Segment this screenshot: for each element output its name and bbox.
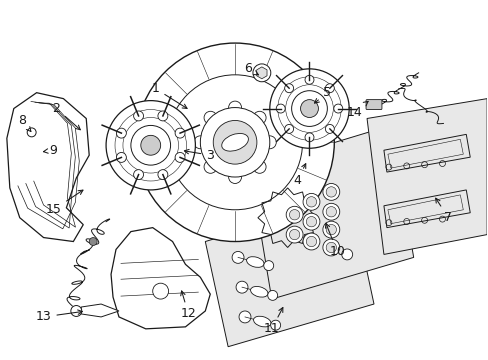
Polygon shape — [111, 228, 210, 329]
Circle shape — [116, 128, 126, 138]
Circle shape — [289, 210, 299, 220]
Circle shape — [305, 237, 316, 247]
Text: 10: 10 — [325, 223, 345, 258]
Circle shape — [158, 170, 167, 180]
Ellipse shape — [246, 257, 264, 267]
Text: 3: 3 — [184, 149, 214, 162]
Circle shape — [228, 171, 241, 184]
Circle shape — [303, 213, 319, 230]
Circle shape — [305, 197, 316, 207]
Circle shape — [263, 261, 273, 271]
Circle shape — [203, 161, 217, 173]
Circle shape — [136, 43, 334, 242]
Polygon shape — [7, 93, 89, 242]
Circle shape — [285, 206, 303, 223]
Text: 5: 5 — [314, 86, 331, 103]
Text: 1: 1 — [151, 82, 187, 108]
Circle shape — [194, 136, 206, 149]
Circle shape — [203, 111, 217, 124]
Text: 4: 4 — [293, 164, 305, 186]
Circle shape — [175, 128, 184, 138]
Circle shape — [325, 84, 334, 93]
Circle shape — [333, 104, 342, 113]
Polygon shape — [249, 125, 413, 299]
Text: 11: 11 — [264, 307, 282, 336]
Circle shape — [213, 121, 256, 164]
Circle shape — [303, 233, 319, 250]
Circle shape — [325, 187, 336, 197]
Text: 8: 8 — [18, 114, 31, 131]
Circle shape — [305, 133, 313, 142]
Circle shape — [341, 249, 352, 260]
Circle shape — [232, 251, 244, 264]
Circle shape — [71, 306, 81, 316]
Circle shape — [133, 170, 143, 180]
Ellipse shape — [253, 316, 270, 327]
Ellipse shape — [221, 134, 248, 151]
Circle shape — [289, 229, 299, 240]
Circle shape — [200, 108, 269, 177]
Circle shape — [305, 75, 313, 84]
Circle shape — [141, 135, 161, 155]
Circle shape — [276, 104, 285, 113]
Circle shape — [269, 69, 348, 148]
Polygon shape — [81, 304, 119, 317]
Circle shape — [239, 311, 250, 323]
Text: 12: 12 — [180, 291, 196, 320]
Circle shape — [291, 91, 326, 126]
Text: 14: 14 — [346, 102, 367, 119]
Polygon shape — [256, 67, 266, 79]
Polygon shape — [205, 198, 373, 347]
Circle shape — [133, 111, 143, 121]
Circle shape — [322, 239, 339, 256]
Circle shape — [325, 207, 336, 217]
Circle shape — [322, 203, 339, 220]
Circle shape — [89, 238, 97, 246]
Circle shape — [253, 111, 265, 124]
Circle shape — [158, 111, 167, 121]
Circle shape — [303, 193, 319, 210]
Circle shape — [253, 161, 265, 173]
Circle shape — [228, 101, 241, 114]
Text: 7: 7 — [435, 198, 451, 224]
Circle shape — [284, 84, 293, 93]
Circle shape — [322, 184, 339, 201]
Circle shape — [305, 216, 316, 227]
Circle shape — [285, 226, 303, 243]
Circle shape — [263, 136, 276, 149]
Circle shape — [252, 64, 270, 82]
Circle shape — [116, 153, 126, 162]
Circle shape — [106, 100, 195, 190]
Circle shape — [267, 291, 277, 300]
Circle shape — [325, 125, 334, 133]
Text: 2: 2 — [52, 102, 80, 130]
Circle shape — [167, 75, 302, 210]
Circle shape — [325, 242, 336, 253]
Circle shape — [175, 153, 184, 162]
Circle shape — [322, 221, 339, 238]
Circle shape — [284, 125, 293, 133]
Ellipse shape — [250, 287, 267, 297]
Text: 15: 15 — [45, 190, 83, 216]
Text: 6: 6 — [244, 62, 258, 75]
Circle shape — [131, 125, 170, 165]
Circle shape — [27, 128, 36, 137]
Polygon shape — [366, 99, 486, 255]
Circle shape — [270, 320, 280, 330]
Circle shape — [236, 281, 247, 293]
FancyBboxPatch shape — [366, 100, 381, 109]
Text: 9: 9 — [43, 144, 57, 157]
Circle shape — [325, 224, 336, 235]
Circle shape — [152, 283, 168, 299]
Text: 13: 13 — [36, 310, 82, 323]
Circle shape — [300, 100, 318, 117]
